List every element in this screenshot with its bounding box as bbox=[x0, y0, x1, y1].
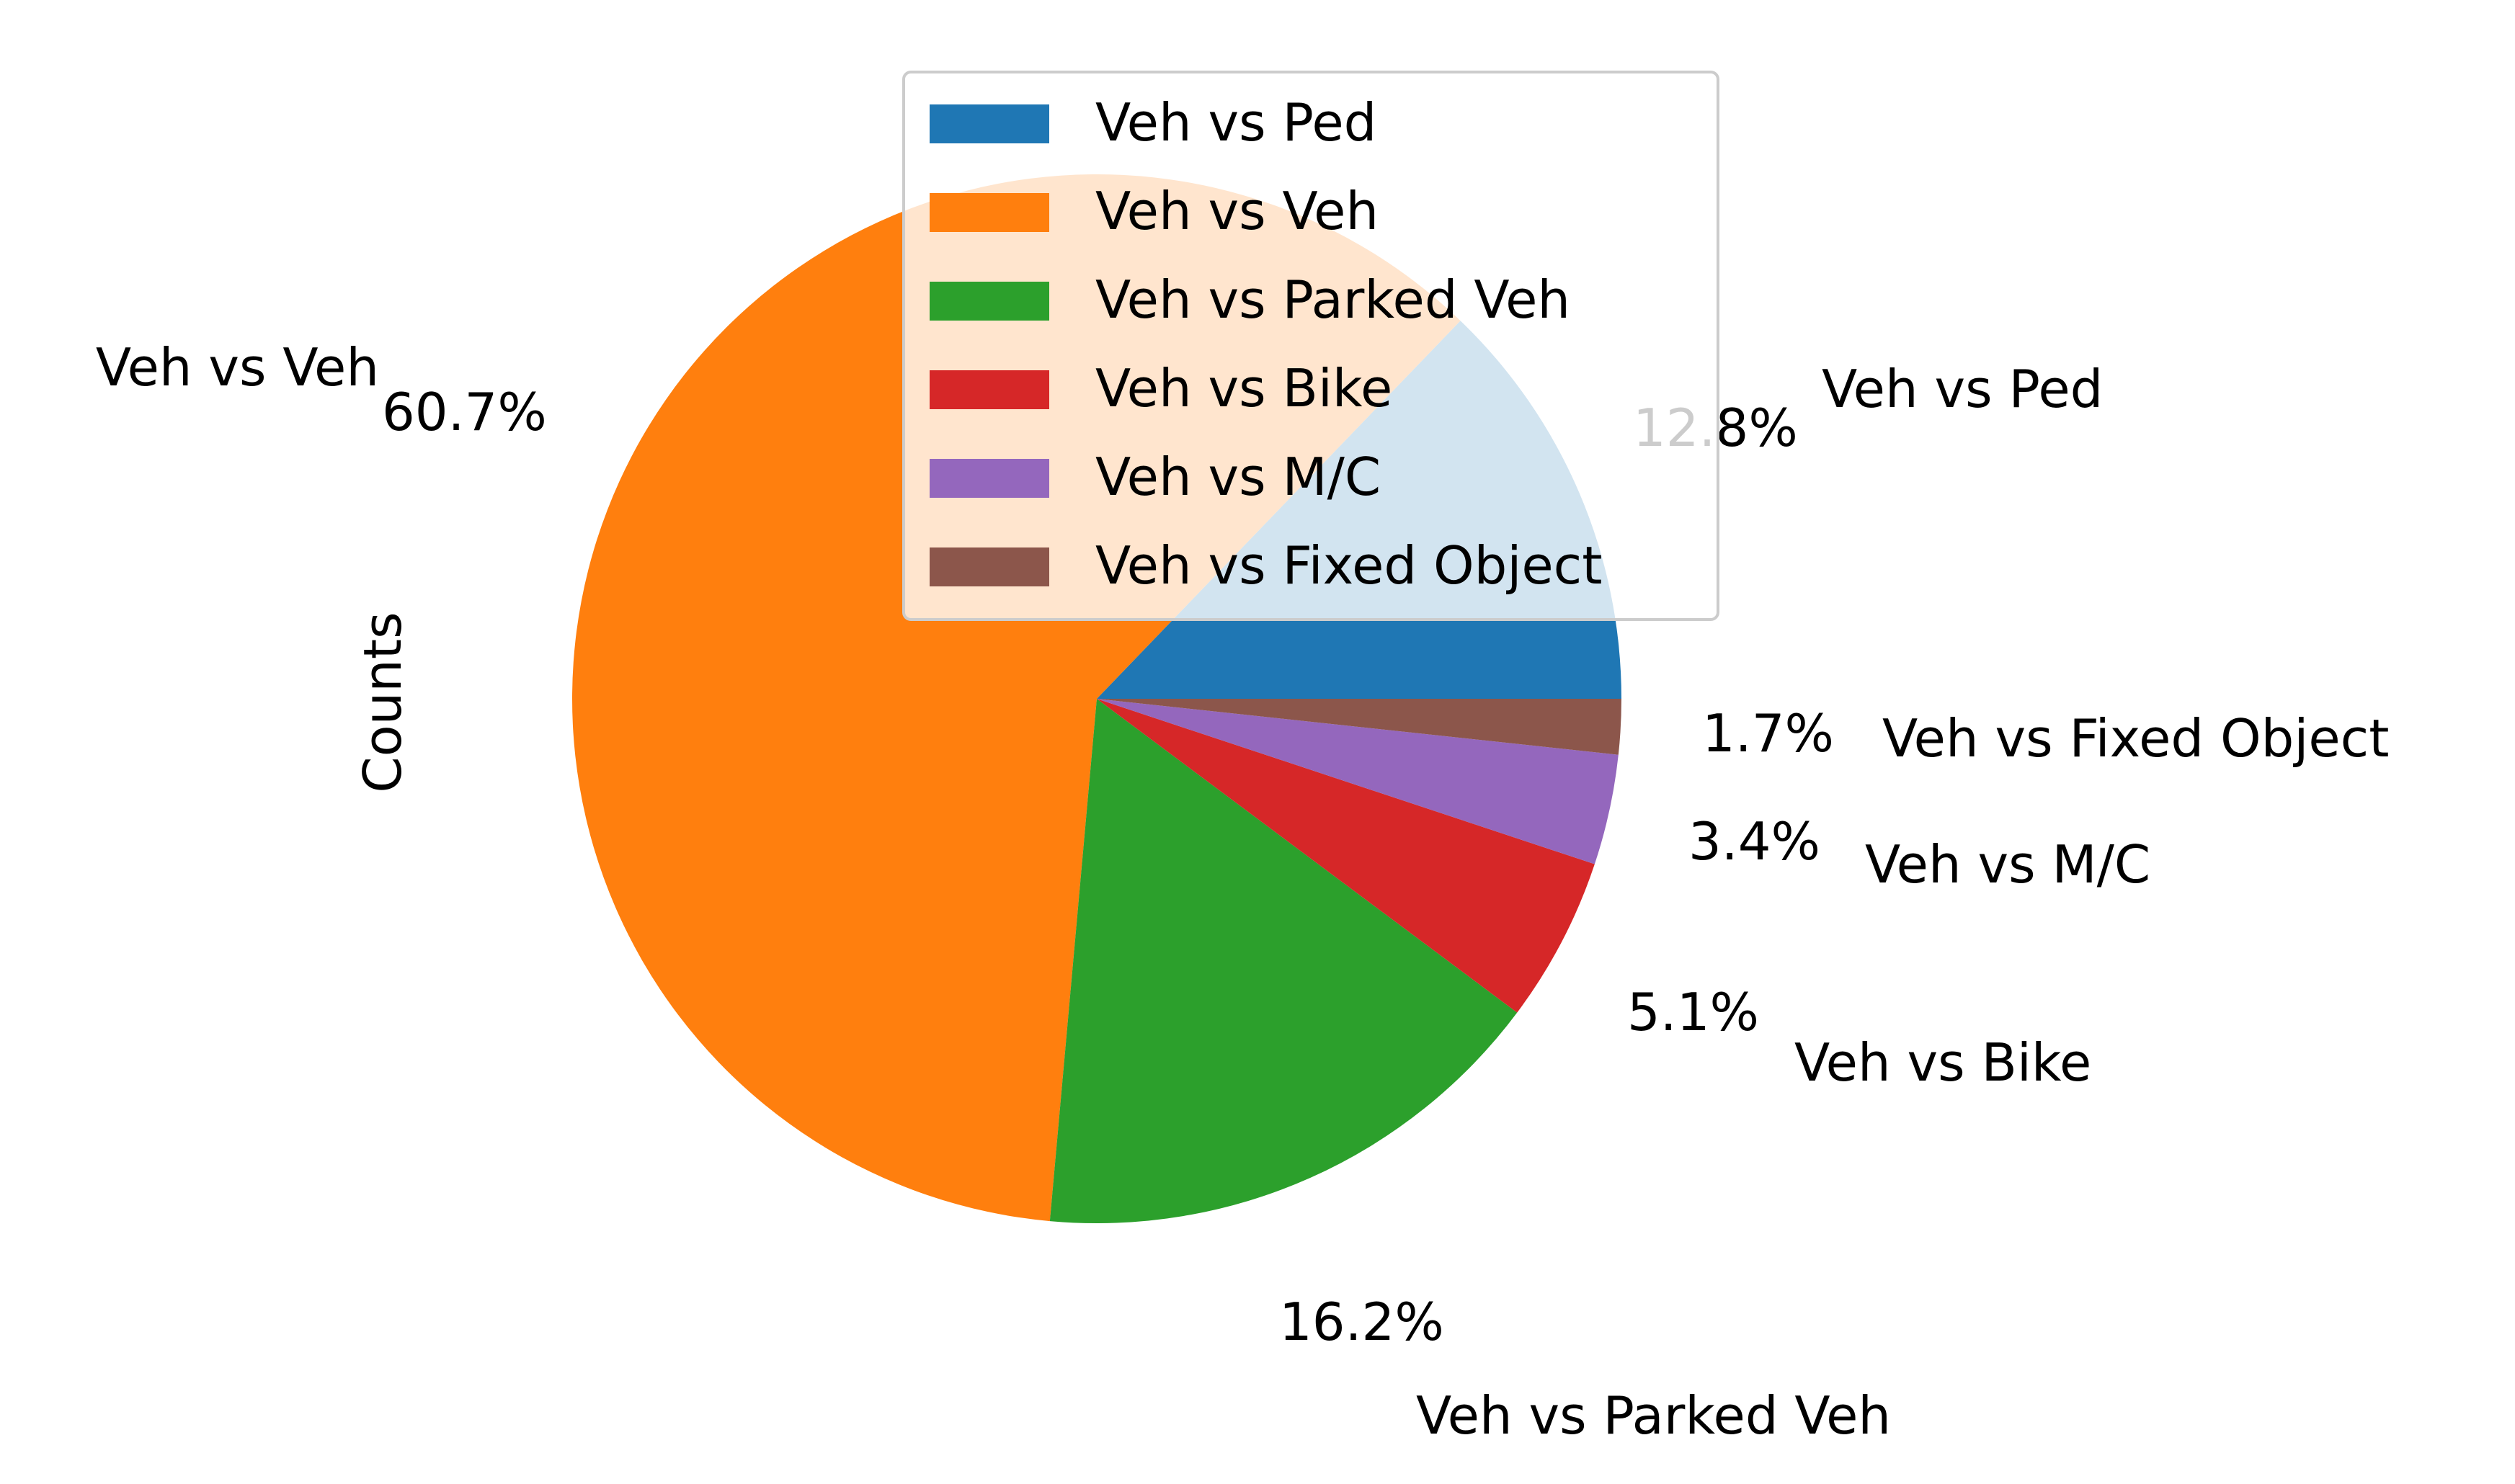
legend-items: Veh vs Ped Veh vs Veh Veh vs Parked Veh Veh… bbox=[930, 92, 1602, 596]
legend-swatch-veh-vs-m-c bbox=[930, 459, 1049, 498]
legend-label-veh-vs-veh: Veh vs Veh bbox=[1095, 181, 1379, 241]
legend-label-veh-vs-parked-veh: Veh vs Parked Veh bbox=[1095, 269, 1570, 330]
legend-label-veh-vs-fixed-object: Veh vs Fixed Object bbox=[1095, 535, 1602, 596]
legend-label-veh-vs-ped: Veh vs Ped bbox=[1095, 92, 1376, 153]
pie-slice-veh-vs-parked-veh bbox=[1049, 699, 1518, 1224]
slice-label-veh-vs-ped: Veh vs Ped bbox=[1822, 359, 2103, 419]
percent-label-veh-vs-fixed-object: 1.7% bbox=[1702, 703, 1834, 764]
slice-label-veh-vs-parked-veh: Veh vs Parked Veh bbox=[1416, 1385, 1891, 1446]
percent-label-veh-vs-veh: 60.7% bbox=[382, 382, 547, 442]
pie-slice-veh-vs-fixed-object bbox=[1097, 699, 1621, 755]
y-axis-label: Counts bbox=[352, 612, 413, 792]
legend-swatch-veh-vs-parked-veh bbox=[930, 282, 1049, 321]
percent-label-veh-vs-bike: 5.1% bbox=[1627, 982, 1759, 1042]
legend-swatch-veh-vs-veh bbox=[930, 193, 1049, 232]
slice-label-veh-vs-m-c: Veh vs M/C bbox=[1865, 834, 2150, 895]
slice-label-veh-vs-fixed-object: Veh vs Fixed Object bbox=[1882, 708, 2389, 769]
legend-box bbox=[902, 71, 1719, 621]
percent-label-veh-vs-m-c: 3.4% bbox=[1688, 811, 1820, 872]
slice-labels: Veh vs Ped Veh vs Veh Veh vs Parked Veh Veh… bbox=[96, 337, 2390, 1446]
pie-slice-veh-vs-bike bbox=[1097, 699, 1595, 1013]
legend: Veh vs Ped Veh vs Veh Veh vs Parked Veh Veh… bbox=[902, 71, 1719, 621]
slice-label-veh-vs-bike: Veh vs Bike bbox=[1794, 1032, 2091, 1093]
legend-swatch-veh-vs-bike bbox=[930, 370, 1049, 409]
legend-label-veh-vs-m-c: Veh vs M/C bbox=[1095, 447, 1381, 507]
legend-swatch-veh-vs-ped bbox=[930, 104, 1049, 143]
legend-label-veh-vs-bike: Veh vs Bike bbox=[1095, 358, 1392, 419]
pie-slice-veh-vs-m-c bbox=[1097, 699, 1619, 864]
slice-label-veh-vs-veh: Veh vs Veh bbox=[96, 337, 379, 398]
percent-label-veh-vs-parked-veh: 16.2% bbox=[1279, 1292, 1444, 1352]
legend-swatch-veh-vs-fixed-object bbox=[930, 547, 1049, 586]
